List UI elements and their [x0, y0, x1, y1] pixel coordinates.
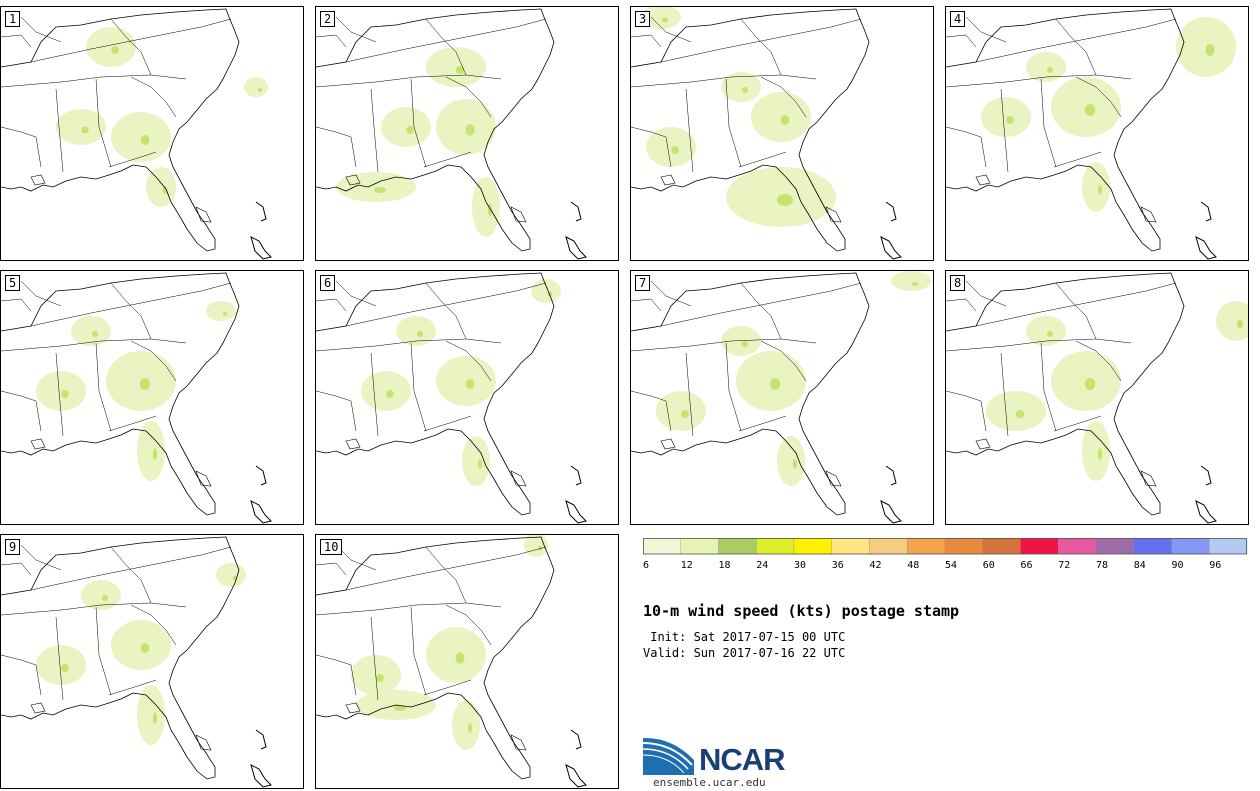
colorbar-tick-label: 78	[1096, 560, 1108, 571]
map-svg	[316, 272, 587, 524]
colorbar-swatch	[793, 537, 832, 555]
colorbar-swatch	[642, 537, 681, 555]
colorbar-swatch	[907, 537, 946, 555]
colorbar-tick-label: 42	[870, 560, 882, 571]
member-label: 9	[5, 539, 21, 555]
ensemble-member-panel: 9	[0, 534, 304, 789]
map-title: 10-m wind speed (kts) postage stamp	[643, 602, 960, 620]
ensemble-member-panel: 1	[0, 6, 304, 261]
map-svg	[631, 7, 902, 260]
colorbar: 6 12 18 24 30 36 42 48 54 60 66 72 78 84 90 96	[642, 537, 1248, 571]
member-label: 2	[320, 11, 336, 27]
colorbar-tick-label: 48	[907, 560, 919, 571]
map-svg	[946, 8, 1236, 260]
colorbar-swatch	[1133, 537, 1172, 555]
colorbar-swatch	[1095, 537, 1134, 555]
colorbar-swatch	[680, 537, 719, 555]
member-label: 7	[635, 275, 651, 291]
init-time: Init: Sat 2017-07-15 00 UTC	[643, 630, 846, 644]
colorbar-tick-label: 90	[1172, 560, 1184, 571]
colorbar-swatch	[1209, 537, 1248, 555]
ensemble-member-panel: 2	[315, 6, 619, 261]
colorbar-tick-label: 18	[719, 560, 731, 571]
colorbar-tick-label: 6	[643, 560, 649, 571]
colorbar-tick-label: 84	[1134, 560, 1146, 571]
ncar-logo-icon	[642, 737, 694, 775]
colorbar-swatch	[944, 537, 983, 555]
colorbar-swatch	[1171, 537, 1210, 555]
ensemble-member-panel: 4	[945, 6, 1249, 261]
colorbar-tick-label: 24	[756, 560, 768, 571]
ensemble-member-panel: 5	[0, 270, 304, 525]
colorbar-swatch	[831, 537, 870, 555]
map-svg	[1, 8, 272, 260]
colorbar-legend: 6 12 18 24 30 36 42 48 54 60 66 72 78 84 90 96	[642, 537, 1248, 572]
colorbar-tick-label: 54	[945, 560, 957, 571]
map-svg	[946, 272, 1248, 524]
map-svg	[316, 535, 587, 788]
ensemble-member-panel: 7	[630, 270, 934, 525]
logo-text: NCAR	[699, 742, 786, 777]
map-svg	[1, 536, 272, 788]
colorbar-tick-label: 36	[832, 560, 844, 571]
member-label: 5	[5, 275, 21, 291]
colorbar-swatch	[869, 537, 908, 555]
map-svg	[316, 8, 587, 260]
colorbar-swatch	[1058, 537, 1097, 555]
colorbar-swatch	[1020, 537, 1059, 555]
ensemble-member-panel: 6	[315, 270, 619, 525]
logo-url: ensemble.ucar.edu	[653, 776, 766, 789]
colorbar-tick-label: 60	[983, 560, 995, 571]
member-label: 1	[5, 11, 21, 27]
valid-time: Valid: Sun 2017-07-16 22 UTC	[643, 646, 846, 660]
member-label: 8	[950, 275, 966, 291]
ensemble-member-panel: 10	[315, 534, 619, 789]
map-svg	[1, 272, 272, 524]
ensemble-member-panel: 8	[945, 270, 1249, 525]
colorbar-tick-label: 12	[681, 560, 693, 571]
member-label: 10	[320, 539, 343, 555]
colorbar-tick-label: 72	[1058, 560, 1070, 571]
colorbar-tick-label: 30	[794, 560, 806, 571]
member-label: 3	[635, 11, 651, 27]
colorbar-swatch	[756, 537, 795, 555]
colorbar-swatch	[982, 537, 1021, 555]
colorbar-tick-label: 96	[1209, 560, 1221, 571]
member-label: 6	[320, 275, 336, 291]
map-svg	[631, 271, 931, 524]
colorbar-swatch	[718, 537, 757, 555]
member-label: 4	[950, 11, 966, 27]
colorbar-tick-label: 66	[1021, 560, 1033, 571]
ensemble-member-panel: 3	[630, 6, 934, 261]
